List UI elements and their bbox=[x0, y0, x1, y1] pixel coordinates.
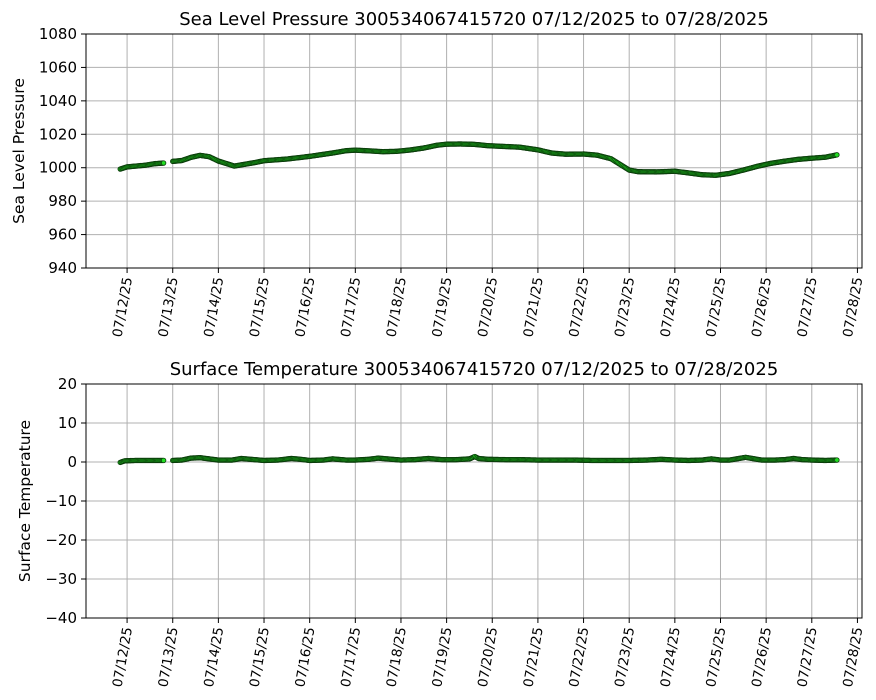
pressure-x-tick-label: 07/27/25 bbox=[794, 276, 820, 338]
pressure-chart-title: Sea Level Pressure 300534067415720 07/12… bbox=[179, 9, 769, 30]
pressure-x-tick-label: 07/17/25 bbox=[338, 276, 364, 338]
pressure-x-tick-label: 07/14/25 bbox=[201, 276, 227, 338]
temperature-x-tick-label: 07/21/25 bbox=[521, 626, 547, 688]
temperature-x-tick-label: 07/16/25 bbox=[292, 626, 318, 688]
pressure-x-tick-label: 07/19/25 bbox=[429, 276, 455, 338]
pressure-x-tick-label: 07/13/25 bbox=[155, 276, 181, 338]
temperature-x-tick-label: 07/15/25 bbox=[247, 626, 273, 688]
pressure-y-tick-label: 960 bbox=[48, 226, 77, 244]
pressure-x-tick-label: 07/12/25 bbox=[110, 276, 136, 338]
temperature-y-tick-label: 0 bbox=[67, 453, 77, 471]
temperature-x-tick-label: 07/13/25 bbox=[155, 626, 181, 688]
pressure-panel: 940 960 980 1000 1020 1040 1060 1080 07/12/25 07/… bbox=[10, 9, 866, 338]
temperature-y-tick-label: −20 bbox=[45, 531, 77, 549]
pressure-y-tick-label: 980 bbox=[48, 192, 77, 210]
temperature-x-tick-label: 07/17/25 bbox=[338, 626, 364, 688]
pressure-x-tick-label: 07/20/25 bbox=[475, 276, 501, 338]
temperature-x-tick-label: 07/14/25 bbox=[201, 626, 227, 688]
pressure-x-tick-label: 07/25/25 bbox=[703, 276, 729, 338]
pressure-point bbox=[160, 160, 167, 166]
temperature-x-tick-label: 07/28/25 bbox=[840, 626, 866, 688]
temperature-y-tick-label: 20 bbox=[58, 375, 77, 393]
pressure-y-tick-label: 1060 bbox=[39, 58, 77, 76]
temperature-panel: −40 −30 −20 −10 0 10 20 07/12/25 07/13/25 07/14/2… bbox=[16, 359, 866, 688]
pressure-x-tick-label: 07/15/25 bbox=[247, 276, 273, 338]
temperature-x-tick-label: 07/26/25 bbox=[749, 626, 775, 688]
temperature-x-tick-label: 07/12/25 bbox=[110, 626, 136, 688]
pressure-x-tick-label: 07/24/25 bbox=[657, 276, 683, 338]
pressure-x-tick-label: 07/26/25 bbox=[749, 276, 775, 338]
temperature-x-tick-label: 07/18/25 bbox=[384, 626, 410, 688]
pressure-y-tick-label: 1000 bbox=[39, 159, 77, 177]
temperature-y-tick-label: −40 bbox=[45, 609, 77, 627]
temperature-chart-title: Surface Temperature 300534067415720 07/1… bbox=[170, 359, 779, 380]
temperature-x-tick-label: 07/20/25 bbox=[475, 626, 501, 688]
pressure-x-tick-label: 07/28/25 bbox=[840, 276, 866, 338]
pressure-x-tick-label: 07/22/25 bbox=[566, 276, 592, 338]
temperature-x-tick-label: 07/24/25 bbox=[657, 626, 683, 688]
temperature-x-tick-label: 07/19/25 bbox=[429, 626, 455, 688]
pressure-x-tick-label: 07/21/25 bbox=[521, 276, 547, 338]
pressure-y-tick-label: 1080 bbox=[39, 25, 77, 43]
temperature-x-tick-label: 07/27/25 bbox=[794, 626, 820, 688]
pressure-x-tick-label: 07/18/25 bbox=[384, 276, 410, 338]
temperature-y-tick-label: 10 bbox=[58, 414, 77, 432]
temperature-x-tick-label: 07/22/25 bbox=[566, 626, 592, 688]
pressure-plot-frame bbox=[85, 33, 863, 269]
temperature-y-tick-label: −10 bbox=[45, 492, 77, 510]
pressure-y-tick-label: 1040 bbox=[39, 92, 77, 110]
pressure-x-tick-label: 07/23/25 bbox=[612, 276, 638, 338]
pressure-y-tick-label: 1020 bbox=[39, 125, 77, 143]
pressure-y-tick-label: 940 bbox=[48, 259, 77, 277]
pressure-point bbox=[834, 152, 840, 158]
pressure-y-axis-label: Sea Level Pressure bbox=[10, 78, 28, 224]
temperature-x-tick-label: 07/25/25 bbox=[703, 626, 729, 688]
temperature-y-tick-label: −30 bbox=[45, 570, 77, 588]
temperature-point bbox=[834, 457, 840, 463]
pressure-x-tick-label: 07/16/25 bbox=[292, 276, 318, 338]
temperature-x-tick-label: 07/23/25 bbox=[612, 626, 638, 688]
temperature-point bbox=[160, 457, 167, 464]
temperature-y-axis-label: Surface Temperature bbox=[16, 420, 34, 582]
